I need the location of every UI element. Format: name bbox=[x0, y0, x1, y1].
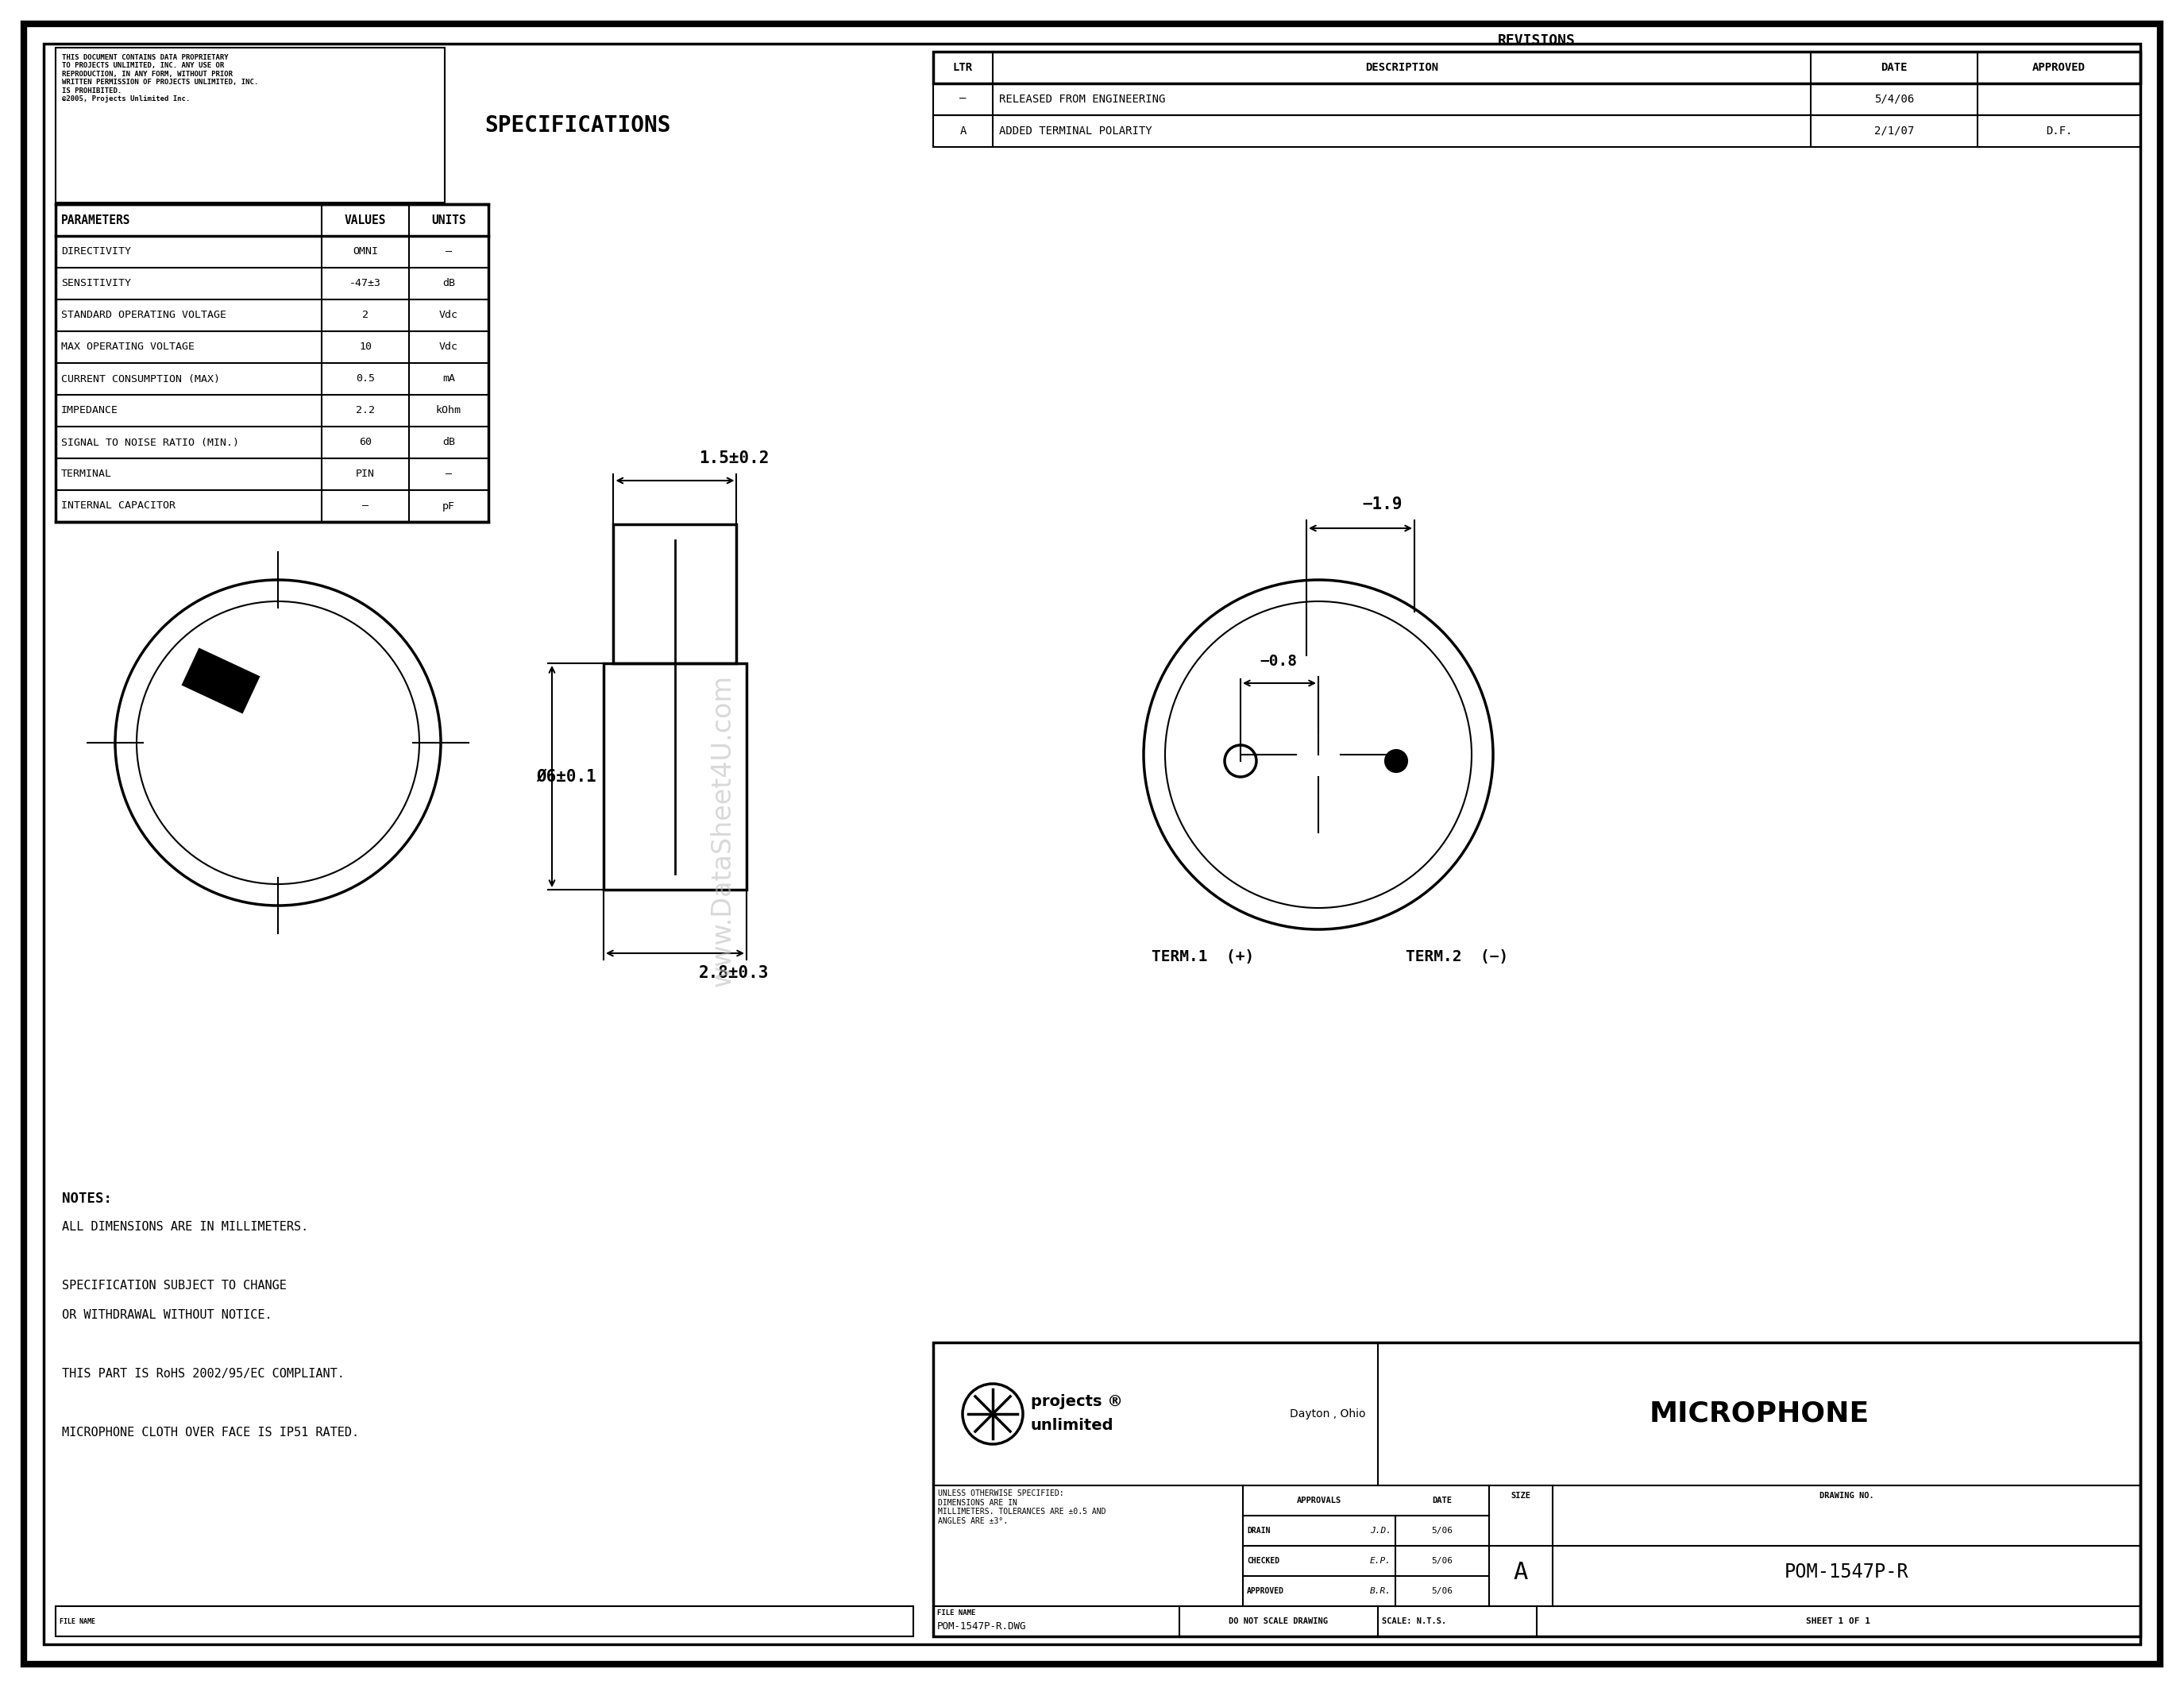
Text: Vdc: Vdc bbox=[439, 311, 459, 321]
Text: –: – bbox=[959, 95, 965, 105]
Text: POM-1547P-R.DWG: POM-1547P-R.DWG bbox=[937, 1620, 1026, 1632]
Text: SPECIFICATION SUBJECT TO CHANGE: SPECIFICATION SUBJECT TO CHANGE bbox=[61, 1280, 286, 1291]
Text: APPROVALS: APPROVALS bbox=[1297, 1497, 1341, 1504]
Text: REVISIONS: REVISIONS bbox=[1498, 34, 1575, 47]
Text: VALUES: VALUES bbox=[345, 214, 387, 226]
Text: PIN: PIN bbox=[356, 469, 376, 479]
Text: TERM.1  (+): TERM.1 (+) bbox=[1151, 949, 1254, 964]
Text: www.DataSheet4U.com: www.DataSheet4U.com bbox=[710, 674, 736, 986]
Text: INTERNAL CAPACITOR: INTERNAL CAPACITOR bbox=[61, 501, 175, 511]
Text: OR WITHDRAWAL WITHOUT NOTICE.: OR WITHDRAWAL WITHOUT NOTICE. bbox=[61, 1310, 273, 1322]
Text: Dayton , Ohio: Dayton , Ohio bbox=[1291, 1408, 1365, 1420]
Text: FILE NAME: FILE NAME bbox=[59, 1617, 96, 1626]
Text: DRAIN: DRAIN bbox=[1247, 1526, 1271, 1534]
Text: E.P.: E.P. bbox=[1369, 1556, 1391, 1565]
Bar bbox=[933, 115, 2140, 147]
Text: 5/06: 5/06 bbox=[1431, 1526, 1452, 1534]
Text: dB: dB bbox=[443, 437, 454, 447]
Text: THIS PART IS RoHS 2002/95/EC COMPLIANT.: THIS PART IS RoHS 2002/95/EC COMPLIANT. bbox=[61, 1367, 345, 1379]
Bar bbox=[933, 83, 2140, 115]
Text: SHEET 1 OF 1: SHEET 1 OF 1 bbox=[1806, 1617, 1872, 1626]
Polygon shape bbox=[181, 648, 260, 714]
Text: –: – bbox=[446, 246, 452, 257]
Text: B.R.: B.R. bbox=[1369, 1587, 1391, 1595]
Text: SPECIFICATIONS: SPECIFICATIONS bbox=[485, 115, 670, 137]
Text: THIS DOCUMENT CONTAINS DATA PROPRIETARY
TO PROJECTS UNLIMITED, INC. ANY USE OR
R: THIS DOCUMENT CONTAINS DATA PROPRIETARY … bbox=[61, 54, 258, 103]
Text: PARAMETERS: PARAMETERS bbox=[61, 214, 131, 226]
Text: 5/4/06: 5/4/06 bbox=[1874, 95, 1913, 105]
Text: DATE: DATE bbox=[1433, 1497, 1452, 1504]
Text: -47±3: -47±3 bbox=[349, 279, 382, 289]
Text: 5/06: 5/06 bbox=[1431, 1587, 1452, 1595]
Text: J.D.: J.D. bbox=[1369, 1526, 1391, 1534]
Text: pF: pF bbox=[443, 501, 454, 511]
Text: DRAWING NO.: DRAWING NO. bbox=[1819, 1492, 1874, 1499]
Text: CURRENT CONSUMPTION (MAX): CURRENT CONSUMPTION (MAX) bbox=[61, 373, 221, 385]
Bar bbox=[55, 47, 446, 203]
Text: 10: 10 bbox=[358, 343, 371, 353]
Text: kOhm: kOhm bbox=[437, 405, 461, 415]
Text: 2: 2 bbox=[363, 311, 369, 321]
Bar bbox=[603, 663, 747, 890]
Bar bbox=[933, 52, 2140, 83]
Text: A: A bbox=[1514, 1561, 1529, 1583]
Text: 1.5±0.2: 1.5±0.2 bbox=[699, 451, 769, 466]
Bar bbox=[933, 1342, 2140, 1636]
Text: DESCRIPTION: DESCRIPTION bbox=[1365, 62, 1439, 73]
Text: MICROPHONE: MICROPHONE bbox=[1649, 1401, 1870, 1428]
Bar bbox=[614, 525, 736, 663]
Text: DATE: DATE bbox=[1880, 62, 1907, 73]
Text: APPROVED: APPROVED bbox=[1247, 1587, 1284, 1595]
Text: SCALE: N.T.S.: SCALE: N.T.S. bbox=[1382, 1617, 1446, 1626]
Text: UNITS: UNITS bbox=[430, 214, 465, 226]
Text: A: A bbox=[959, 125, 965, 137]
Text: TERM.2  (−): TERM.2 (−) bbox=[1406, 949, 1509, 964]
Text: ADDED TERMINAL POLARITY: ADDED TERMINAL POLARITY bbox=[998, 125, 1151, 137]
Text: OMNI: OMNI bbox=[352, 246, 378, 257]
Text: ALL DIMENSIONS ARE IN MILLIMETERS.: ALL DIMENSIONS ARE IN MILLIMETERS. bbox=[61, 1220, 308, 1232]
Text: −0.8: −0.8 bbox=[1260, 653, 1297, 668]
Text: Vdc: Vdc bbox=[439, 343, 459, 353]
Text: LTR: LTR bbox=[952, 62, 972, 73]
Text: −1.9: −1.9 bbox=[1363, 496, 1402, 513]
Text: dB: dB bbox=[443, 279, 454, 289]
Text: MICROPHONE CLOTH OVER FACE IS IP51 RATED.: MICROPHONE CLOTH OVER FACE IS IP51 RATED… bbox=[61, 1426, 358, 1438]
Text: 60: 60 bbox=[358, 437, 371, 447]
Text: IMPEDANCE: IMPEDANCE bbox=[61, 405, 118, 415]
Text: DO NOT SCALE DRAWING: DO NOT SCALE DRAWING bbox=[1230, 1617, 1328, 1626]
Text: D.F.: D.F. bbox=[2046, 125, 2073, 137]
Text: 2.8±0.3: 2.8±0.3 bbox=[699, 966, 769, 981]
Text: –: – bbox=[363, 501, 369, 511]
Text: CHECKED: CHECKED bbox=[1247, 1556, 1280, 1565]
Text: SIGNAL TO NOISE RATIO (MIN.): SIGNAL TO NOISE RATIO (MIN.) bbox=[61, 437, 238, 447]
Text: FILE NAME: FILE NAME bbox=[937, 1609, 976, 1617]
Text: NOTES:: NOTES: bbox=[61, 1192, 111, 1205]
Text: 0.5: 0.5 bbox=[356, 373, 376, 385]
Text: UNLESS OTHERWISE SPECIFIED:
DIMENSIONS ARE IN
MILLIMETERS. TOLERANCES ARE ±0.5 A: UNLESS OTHERWISE SPECIFIED: DIMENSIONS A… bbox=[937, 1489, 1105, 1524]
Text: projects ®: projects ® bbox=[1031, 1394, 1123, 1409]
Text: STANDARD OPERATING VOLTAGE: STANDARD OPERATING VOLTAGE bbox=[61, 311, 227, 321]
Text: mA: mA bbox=[443, 373, 454, 385]
Text: 2.2: 2.2 bbox=[356, 405, 376, 415]
Text: SIZE: SIZE bbox=[1511, 1492, 1531, 1499]
Text: MAX OPERATING VOLTAGE: MAX OPERATING VOLTAGE bbox=[61, 343, 194, 353]
Text: Ø6±0.1: Ø6±0.1 bbox=[535, 768, 596, 785]
Text: 2/1/07: 2/1/07 bbox=[1874, 125, 1913, 137]
Circle shape bbox=[1385, 749, 1406, 771]
Text: APPROVED: APPROVED bbox=[2033, 62, 2086, 73]
Text: RELEASED FROM ENGINEERING: RELEASED FROM ENGINEERING bbox=[998, 95, 1166, 105]
Text: 5/06: 5/06 bbox=[1431, 1556, 1452, 1565]
Bar bbox=[55, 1607, 913, 1636]
Text: –: – bbox=[446, 469, 452, 479]
Text: DIRECTIVITY: DIRECTIVITY bbox=[61, 246, 131, 257]
Text: TERMINAL: TERMINAL bbox=[61, 469, 111, 479]
Text: unlimited: unlimited bbox=[1031, 1418, 1114, 1433]
Text: POM-1547P-R: POM-1547P-R bbox=[1784, 1563, 1909, 1582]
Text: SENSITIVITY: SENSITIVITY bbox=[61, 279, 131, 289]
Bar bbox=[55, 204, 489, 522]
